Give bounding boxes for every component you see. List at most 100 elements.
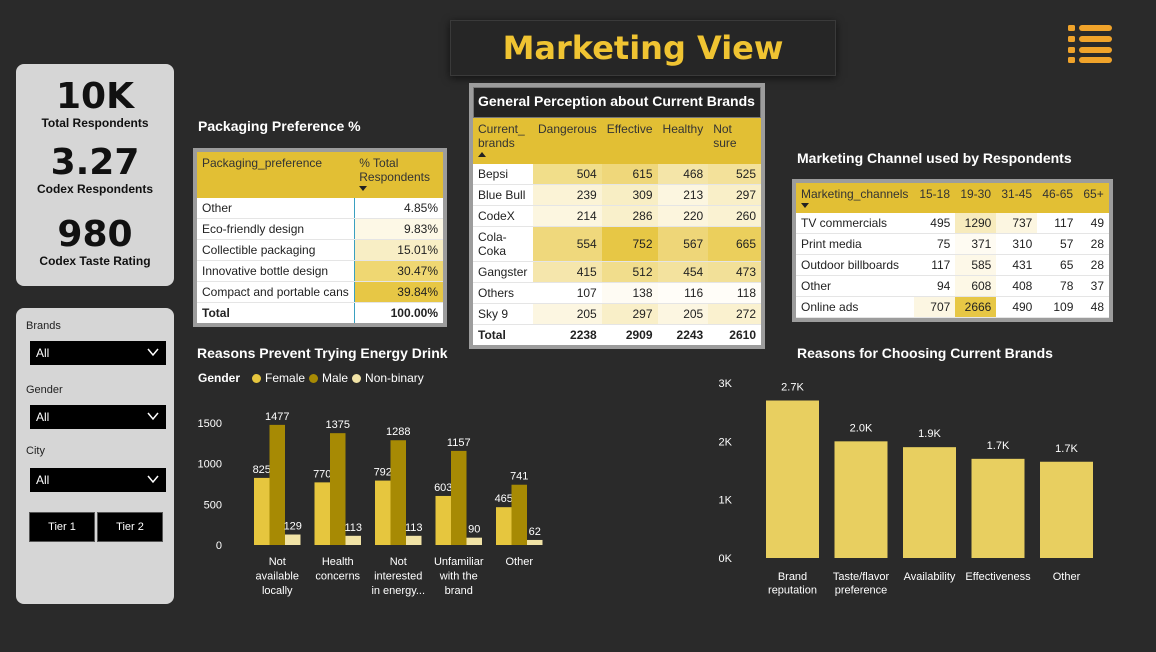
table-row[interactable]: Sky 9 205 297 205 272 xyxy=(473,303,761,325)
bar[interactable] xyxy=(435,495,452,545)
bar[interactable] xyxy=(1040,461,1093,558)
packaging-name-cell: Other xyxy=(197,198,355,219)
bar[interactable] xyxy=(390,440,407,545)
bar[interactable] xyxy=(406,535,422,545)
table-row[interactable]: Compact and portable cans 39.84% xyxy=(197,281,443,303)
table-row[interactable]: Online ads 707 2666 490 109 48 xyxy=(796,296,1109,318)
table-row[interactable]: Outdoor billboards 117 585 431 65 28 xyxy=(796,254,1109,276)
value-cell: 504 xyxy=(533,164,602,185)
value-cell: 213 xyxy=(657,184,709,206)
value-cell: 107 xyxy=(533,282,602,304)
packaging-title: Packaging Preference % xyxy=(198,118,361,134)
hamburger-menu-icon[interactable] xyxy=(1066,22,1114,64)
table-row[interactable]: Bepsi 504 615 468 525 xyxy=(473,164,761,185)
perception-col-header[interactable]: Healthy xyxy=(657,118,709,164)
bar[interactable] xyxy=(345,535,362,545)
value-cell: 214 xyxy=(533,205,602,227)
legend-nonbinary-swatch xyxy=(352,373,362,383)
table-row[interactable]: Other 4.85% xyxy=(197,198,443,219)
x-tick-label: Not xyxy=(390,556,407,568)
packaging-col-header[interactable]: % Total Respondents xyxy=(354,152,443,198)
bar[interactable] xyxy=(269,424,286,545)
data-label: 90 xyxy=(468,524,480,536)
bar[interactable] xyxy=(766,400,819,559)
brands-filter-select[interactable]: All xyxy=(30,341,166,365)
packaging-value-cell: 30.47% xyxy=(354,260,443,282)
perception-col-header[interactable]: Dangerous xyxy=(533,118,602,164)
gender-filter-select[interactable]: All xyxy=(30,405,166,429)
table-row[interactable]: Others 107 138 116 118 xyxy=(473,282,761,304)
perception-col-header[interactable]: Current_ brands xyxy=(473,118,533,164)
bar[interactable] xyxy=(285,534,301,545)
perception-col-header[interactable]: Not sure xyxy=(708,118,761,164)
reasons-prevent-chart: 0 500 1000 1500 825 1477 129 Not available locall… xyxy=(198,411,543,597)
packaging-name-cell: Eco-friendly design xyxy=(197,218,355,240)
legend-nonbinary[interactable]: Non-binary xyxy=(365,371,424,385)
data-label: 770 xyxy=(313,468,331,480)
value-cell: 408 xyxy=(996,275,1038,297)
table-row[interactable]: Gangster 415 512 454 473 xyxy=(473,261,761,283)
table-row[interactable]: CodeX 214 286 220 260 xyxy=(473,205,761,227)
kpi-value: 10K xyxy=(56,76,134,117)
channel-col-header[interactable]: 65+ xyxy=(1078,183,1109,213)
value-cell: 48 xyxy=(1078,296,1109,318)
value-cell: 138 xyxy=(601,282,658,304)
bar[interactable] xyxy=(254,477,270,545)
channel-col-header[interactable]: 31-45 xyxy=(996,183,1038,213)
reasons-choose-title: Reasons for Choosing Current Brands xyxy=(797,345,1053,361)
bar[interactable] xyxy=(511,484,528,545)
table-row[interactable]: Cola-Coka 554 752 567 665 xyxy=(473,226,761,262)
tier-1-button[interactable]: Tier 1 xyxy=(29,512,95,542)
legend-female[interactable]: Female xyxy=(265,371,306,385)
bar[interactable] xyxy=(330,433,346,545)
value-cell: 567 xyxy=(657,226,709,262)
brand-cell: Gangster xyxy=(473,261,533,283)
bar[interactable] xyxy=(834,441,888,558)
brands-filter-value: All xyxy=(36,346,50,360)
channel-name-cell: Outdoor billboards xyxy=(796,254,915,276)
city-filter-select[interactable]: All xyxy=(30,468,166,492)
data-label: 792 xyxy=(374,467,392,479)
legend-male[interactable]: Male xyxy=(322,371,349,385)
bar[interactable] xyxy=(527,539,543,545)
kpi-card: 10K Total Respondents 3.27 Codex Respond… xyxy=(16,64,174,286)
value-cell: 371 xyxy=(955,233,997,255)
value-cell: 78 xyxy=(1037,275,1079,297)
channel-col-header[interactable]: 15-18 xyxy=(914,183,956,213)
value-cell: 490 xyxy=(996,296,1038,318)
packaging-col-header[interactable]: Packaging_preference xyxy=(197,152,355,198)
bar[interactable] xyxy=(903,447,956,558)
value-cell: 118 xyxy=(708,282,761,304)
bar[interactable] xyxy=(451,450,467,545)
gender-filter-label: Gender xyxy=(26,384,63,396)
data-label: 1.7K xyxy=(1055,443,1078,455)
bar[interactable] xyxy=(375,480,391,545)
table-row[interactable]: TV commercials 495 1290 737 117 49 xyxy=(796,213,1109,234)
x-tick-label: Availability xyxy=(904,571,956,583)
channels-table: Marketing_channels 15-18 19-30 31-45 46-65 65… xyxy=(792,179,1113,322)
bar[interactable] xyxy=(314,482,331,545)
channel-col-header[interactable]: 19-30 xyxy=(955,183,997,213)
kpi-value: 3.27 xyxy=(50,142,140,183)
table-row[interactable]: Eco-friendly design 9.83% xyxy=(197,218,443,240)
table-row[interactable]: Collectible packaging 15.01% xyxy=(197,239,443,261)
table-row[interactable]: Print media 75 371 310 57 28 xyxy=(796,233,1109,255)
city-filter-label: City xyxy=(26,445,45,457)
data-label: 1.7K xyxy=(987,440,1010,452)
table-row[interactable]: Blue Bull 239 309 213 297 xyxy=(473,184,761,206)
perception-col-header[interactable]: Effective xyxy=(601,118,658,164)
bar[interactable] xyxy=(971,458,1025,558)
value-cell: 585 xyxy=(955,254,997,276)
chart1-legend: Gender Female Male Non-binary xyxy=(198,371,424,385)
bar[interactable] xyxy=(466,537,483,545)
channel-col-header[interactable]: Marketing_channels xyxy=(796,183,915,213)
channel-col-header[interactable]: 46-65 xyxy=(1037,183,1079,213)
bar[interactable] xyxy=(496,507,512,545)
x-tick-label: Health xyxy=(322,556,354,568)
table-row[interactable]: Other 94 608 408 78 37 xyxy=(796,275,1109,297)
x-tick-label: Other xyxy=(1053,571,1081,583)
kpi-label: Total Respondents xyxy=(41,116,149,130)
y-tick-label: 0 xyxy=(216,540,222,552)
tier-2-button[interactable]: Tier 2 xyxy=(97,512,163,542)
table-row[interactable]: Innovative bottle design 30.47% xyxy=(197,260,443,282)
